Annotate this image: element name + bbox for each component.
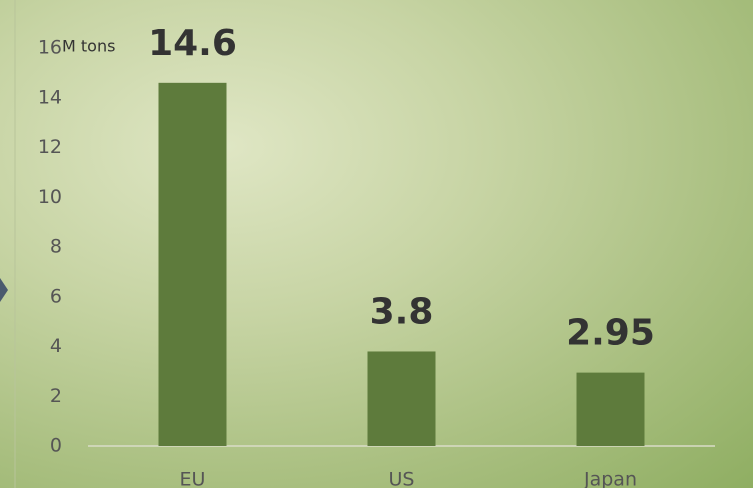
unit-label: M tons — [62, 37, 115, 56]
y-tick-label: 12 — [38, 136, 62, 158]
x-tick-label: US — [389, 469, 415, 488]
data-label: 3.8 — [370, 291, 434, 332]
chart: M tons 0 2 4 6 8 10 12 14 16 EU 14.6 US 3.8 Japan 2.95 — [0, 0, 753, 488]
y-tick-label: 10 — [38, 186, 62, 208]
x-tick-label: Japan — [583, 469, 637, 488]
bar — [577, 373, 645, 446]
y-tick-label: 16 — [38, 37, 62, 59]
y-tick-label: 8 — [50, 236, 62, 258]
page: M tons 0 2 4 6 8 10 12 14 16 EU 14.6 US 3.8 Japan 2.95… — [0, 0, 753, 488]
y-tick-label: 14 — [38, 86, 62, 108]
y-tick-label: 2 — [50, 385, 62, 407]
x-tick-label: EU — [180, 469, 206, 488]
y-tick-label: 6 — [50, 285, 62, 307]
bar — [368, 351, 436, 446]
data-label: 14.6 — [148, 23, 237, 64]
bar — [159, 83, 227, 446]
y-tick-label: 4 — [50, 335, 62, 357]
nav-arrow — [0, 278, 8, 302]
data-label: 2.95 — [566, 313, 655, 354]
y-tick-label: 0 — [50, 435, 62, 457]
